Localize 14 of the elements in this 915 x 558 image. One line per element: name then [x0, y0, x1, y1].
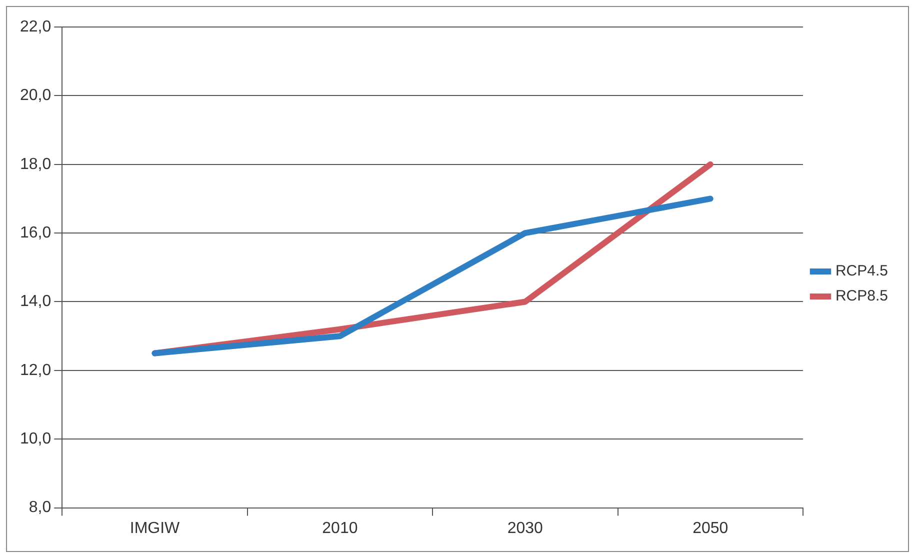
y-tick-label: 20,0	[20, 87, 52, 104]
y-tick-label: 16,0	[20, 224, 52, 242]
y-tick-label: 14,0	[20, 293, 52, 310]
y-tick-label: 22,0	[20, 18, 52, 36]
legend-label: RCP8.5	[835, 288, 888, 305]
x-tick-label: 2050	[692, 520, 728, 537]
y-tick-label: 10,0	[20, 430, 52, 448]
x-tick-label: 2010	[322, 520, 358, 537]
y-tick-label: 18,0	[20, 156, 52, 173]
legend-label: RCP4.5	[835, 262, 888, 280]
y-tick-label: 8,0	[28, 499, 52, 516]
x-tick-label: 2030	[507, 520, 544, 537]
x-tick-label: IMGIW	[130, 520, 181, 537]
y-tick-label: 12,0	[20, 362, 52, 379]
